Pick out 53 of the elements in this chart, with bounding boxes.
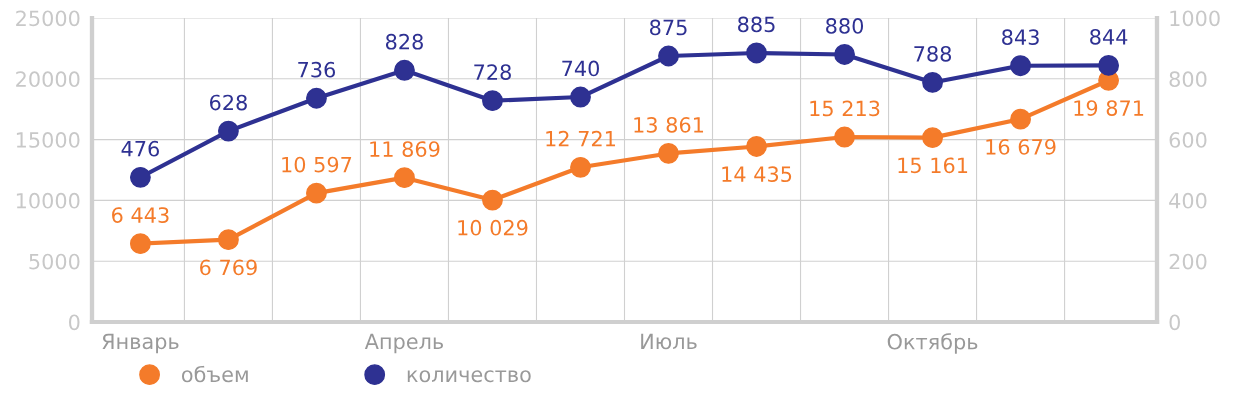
point (570, 86, 591, 108)
point (482, 90, 503, 112)
data-label: 6 443 (112, 207, 169, 223)
point (129, 233, 151, 255)
point (746, 136, 767, 157)
point (129, 166, 151, 188)
point (482, 189, 503, 211)
point (834, 44, 855, 65)
point (394, 167, 415, 189)
point (394, 59, 415, 81)
point (658, 143, 679, 164)
data-label: 885 (738, 16, 775, 33)
point (746, 42, 767, 64)
point (922, 72, 943, 93)
point (570, 156, 591, 178)
data-label: 476 (121, 140, 159, 157)
data-label: 12 721 (546, 130, 616, 147)
point (658, 45, 679, 67)
point (922, 127, 943, 149)
data-label: 880 (826, 18, 864, 34)
point (1010, 108, 1031, 130)
x-tick-label: Октябрь (887, 333, 978, 354)
point (1098, 55, 1120, 76)
legend-label: количество (407, 370, 531, 383)
data-label: 19 871 (1074, 100, 1144, 116)
data-label: 728 (474, 64, 511, 80)
data-label: 844 (1090, 28, 1128, 45)
point (218, 229, 239, 251)
data-label: 740 (562, 60, 599, 77)
x-tick-label: Январь (102, 333, 179, 354)
legend-label: объем (181, 365, 248, 383)
data-label: 15 161 (898, 157, 968, 174)
point (306, 87, 327, 109)
point (306, 182, 327, 204)
data-label: 828 (385, 33, 423, 50)
data-label: 875 (650, 19, 687, 36)
x-tick-label: Апрель (364, 333, 443, 354)
data-label: 628 (210, 94, 247, 111)
point (218, 120, 239, 142)
data-label: 6 769 (200, 259, 257, 276)
data-label: 15 213 (810, 100, 880, 117)
data-label: 788 (914, 45, 952, 62)
data-label: 736 (298, 61, 336, 78)
data-label: 13 861 (634, 116, 704, 133)
data-label: 10 597 (282, 156, 352, 173)
point (834, 126, 855, 148)
x-tick-label: Июль (641, 333, 697, 350)
data-label: 14 435 (722, 166, 792, 183)
data-label: 10 029 (458, 219, 528, 236)
data-label: 11 869 (370, 141, 440, 157)
point (1010, 55, 1031, 77)
data-label: 16 679 (986, 139, 1056, 155)
data-label: 843 (1002, 29, 1039, 46)
